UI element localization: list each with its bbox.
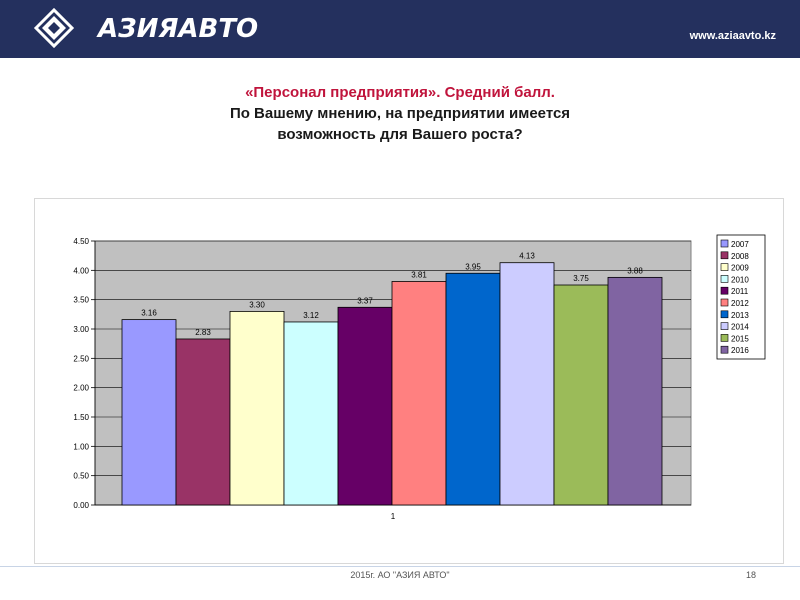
bar-2014[interactable]: [499, 262, 555, 506]
bar-2011[interactable]: [337, 306, 393, 506]
bar-chart: 0.00 0.50 1.00 1.50 2.00 2.50 3.00 3.50 4.00 4.50…: [73, 234, 766, 521]
header-bar: АЗИЯАВТО www.aziaavto.kz: [0, 0, 800, 58]
legend-entry: 2009: [731, 264, 749, 273]
y-tick-label: 3.50: [73, 296, 89, 305]
data-label: 2.83: [195, 328, 211, 337]
legend-entry: 2013: [731, 311, 749, 320]
legend-swatch: [720, 286, 729, 295]
y-tick-label: 1.50: [73, 413, 89, 422]
data-label: 3.37: [357, 296, 373, 305]
title-line-3: возможность для Вашего роста?: [277, 126, 523, 143]
legend-swatch: [720, 310, 729, 319]
data-label: 3.81: [411, 270, 427, 279]
title-line-1: «Персонал предприятия». Средний балл.: [245, 84, 555, 101]
footer-caption: 2015г. АО "АЗИЯ АВТО": [350, 570, 450, 580]
page-number: 18: [745, 570, 756, 580]
legend-entry: 2014: [731, 323, 749, 332]
legend-entry: 2008: [731, 252, 749, 261]
y-tick-label: 2.50: [73, 354, 89, 363]
bar-2008[interactable]: [175, 338, 231, 506]
website-link[interactable]: www.aziaavto.kz: [689, 30, 776, 42]
legend-entry: 2007: [731, 240, 749, 249]
bar-2012[interactable]: [391, 281, 447, 506]
legend-entry: 2015: [731, 334, 749, 343]
chart-frame: 0.00 0.50 1.00 1.50 2.00 2.50 3.00 3.50 4.00 4.50…: [34, 198, 784, 564]
x-tick-label: 1: [391, 512, 396, 521]
brand-logo: [34, 8, 75, 48]
y-tick-label: 2.00: [73, 384, 89, 393]
y-tick-label: 0.00: [73, 501, 89, 510]
bar-2010[interactable]: [283, 321, 339, 506]
brand-name: АЗИЯАВТО: [98, 14, 259, 44]
legend-swatch: [720, 345, 729, 354]
legend-swatch: [720, 251, 729, 260]
data-label: 3.30: [249, 300, 265, 309]
bar-2016[interactable]: [607, 276, 663, 506]
legend-entry: 2012: [731, 299, 749, 308]
data-label: 3.16: [141, 309, 157, 318]
legend-swatch: [720, 263, 729, 271]
legend-entry: 2016: [731, 346, 749, 355]
data-label: 3.12: [303, 311, 319, 320]
bar-2007[interactable]: [121, 319, 177, 506]
title-line-2: По Вашему мнению, на предприятии имеется: [229, 105, 571, 122]
data-label: 4.13: [519, 252, 535, 261]
legend-swatch: [720, 334, 729, 342]
y-tick-label: 1.00: [73, 442, 89, 451]
y-tick-label: 0.50: [73, 472, 89, 481]
legend-entry: 2010: [731, 275, 749, 284]
legend-swatch: [720, 322, 729, 330]
slide-title: «Персонал предприятия». Средний балл. По…: [100, 82, 700, 145]
footer-divider: [0, 566, 800, 567]
data-label: 3.75: [573, 274, 589, 283]
bar-2013[interactable]: [445, 272, 501, 506]
data-label: 3.88: [627, 266, 643, 275]
y-tick-label: 4.00: [73, 266, 89, 275]
bar-2009[interactable]: [229, 311, 285, 506]
y-tick-label: 3.00: [73, 325, 89, 334]
y-tick-label: 4.50: [73, 237, 89, 246]
legend-entry: 2011: [731, 287, 749, 296]
legend-swatch: [720, 298, 729, 307]
legend-swatch: [720, 239, 729, 248]
data-label: 3.95: [465, 262, 481, 271]
bar-2015[interactable]: [553, 284, 609, 506]
legend-swatch: [720, 275, 729, 283]
